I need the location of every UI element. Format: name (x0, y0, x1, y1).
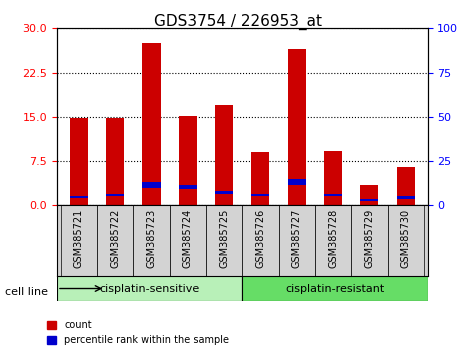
Bar (179, 185, 197, 189)
Text: GSM385724: GSM385724 (183, 209, 193, 268)
Text: GSM385722: GSM385722 (110, 209, 120, 268)
FancyBboxPatch shape (242, 276, 428, 301)
Bar (70, 196, 88, 198)
Bar (324, 194, 342, 196)
FancyBboxPatch shape (388, 205, 424, 276)
Text: cisplatin-resistant: cisplatin-resistant (285, 284, 384, 293)
FancyBboxPatch shape (97, 205, 133, 276)
Bar (251, 194, 269, 196)
Bar (288, 179, 306, 185)
Bar (361, 199, 379, 201)
FancyBboxPatch shape (170, 205, 206, 276)
FancyBboxPatch shape (315, 205, 351, 276)
FancyBboxPatch shape (278, 205, 315, 276)
Text: GSM385729: GSM385729 (364, 209, 374, 268)
Text: GSM385727: GSM385727 (292, 209, 302, 268)
Bar (361, 185, 379, 205)
Bar (142, 182, 161, 188)
Legend: count, percentile rank within the sample: count, percentile rank within the sample (43, 316, 233, 349)
FancyBboxPatch shape (242, 205, 278, 276)
Bar (288, 49, 306, 205)
Text: GSM385726: GSM385726 (256, 209, 266, 268)
Bar (106, 118, 124, 205)
Text: cisplatin-sensitive: cisplatin-sensitive (99, 284, 200, 293)
Bar (324, 151, 342, 205)
FancyBboxPatch shape (133, 205, 170, 276)
Text: GDS3754 / 226953_at: GDS3754 / 226953_at (153, 14, 322, 30)
Bar (106, 194, 124, 196)
Text: GSM385723: GSM385723 (146, 209, 156, 268)
Text: GSM385730: GSM385730 (401, 209, 411, 268)
FancyBboxPatch shape (57, 276, 242, 301)
FancyBboxPatch shape (206, 205, 242, 276)
Bar (70, 118, 88, 205)
Bar (397, 167, 415, 205)
Text: cell line: cell line (5, 287, 48, 297)
Bar (215, 105, 233, 205)
Bar (397, 196, 415, 199)
Bar (179, 116, 197, 205)
Bar (142, 43, 161, 205)
FancyBboxPatch shape (61, 205, 97, 276)
FancyBboxPatch shape (351, 205, 388, 276)
Bar (251, 152, 269, 205)
Text: GSM385725: GSM385725 (219, 209, 229, 268)
Text: GSM385728: GSM385728 (328, 209, 338, 268)
Bar (215, 190, 233, 194)
Text: GSM385721: GSM385721 (74, 209, 84, 268)
